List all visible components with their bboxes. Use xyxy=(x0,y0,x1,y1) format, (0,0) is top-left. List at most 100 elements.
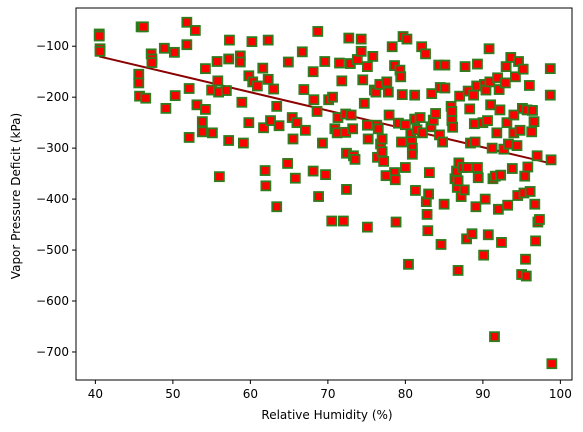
data-point xyxy=(308,94,320,106)
data-point xyxy=(447,121,459,133)
data-point xyxy=(482,115,493,127)
data-point xyxy=(510,71,521,83)
data-point xyxy=(189,25,201,36)
data-point xyxy=(298,84,310,95)
data-point xyxy=(223,135,235,146)
data-point xyxy=(482,229,494,241)
data-point xyxy=(251,80,263,92)
data-point xyxy=(439,82,451,94)
data-point xyxy=(336,75,348,87)
data-point xyxy=(423,167,435,178)
data-point xyxy=(519,170,531,182)
data-point xyxy=(386,41,398,53)
data-point xyxy=(223,53,235,65)
data-point xyxy=(491,127,503,139)
data-point xyxy=(236,96,248,108)
data-point xyxy=(312,26,324,37)
data-point xyxy=(347,123,359,135)
data-point xyxy=(396,89,408,101)
data-point xyxy=(409,89,421,101)
data-point xyxy=(181,39,193,51)
data-point xyxy=(259,165,271,176)
data-point xyxy=(181,16,193,28)
data-point xyxy=(528,116,540,128)
data-point xyxy=(355,33,367,45)
data-point xyxy=(183,83,195,94)
data-point xyxy=(257,62,269,74)
data-point xyxy=(406,148,418,160)
data-point xyxy=(289,172,301,184)
data-point xyxy=(282,56,294,68)
data-point xyxy=(435,239,447,250)
data-point xyxy=(320,169,331,181)
data-point xyxy=(469,136,481,148)
axes: 40 50 60 70 80 90 100 −100 −200 −300 −400 −500 −600 −… xyxy=(36,7,573,401)
data-point xyxy=(307,165,319,177)
data-point xyxy=(495,169,507,181)
data-point xyxy=(234,56,246,68)
data-point xyxy=(500,61,512,73)
data-point xyxy=(472,172,484,184)
data-point xyxy=(378,155,390,167)
data-point xyxy=(169,90,181,102)
data-point xyxy=(496,237,507,248)
data-point xyxy=(326,215,338,227)
data-point xyxy=(361,221,373,233)
data-point xyxy=(438,198,450,210)
data-point xyxy=(492,203,504,215)
y-tick-label: −600 xyxy=(36,294,69,308)
data-point xyxy=(200,63,211,75)
data-point xyxy=(307,66,319,78)
data-point xyxy=(399,162,411,173)
data-point xyxy=(523,80,535,91)
data-point xyxy=(246,36,258,48)
data-point xyxy=(526,126,538,138)
data-point xyxy=(522,161,534,173)
data-point xyxy=(470,201,482,213)
data-point xyxy=(271,201,283,213)
data-point xyxy=(499,77,511,89)
data-point xyxy=(472,58,483,70)
data-point xyxy=(287,133,299,145)
data-point xyxy=(459,61,471,73)
data-point xyxy=(372,123,384,135)
data-point xyxy=(273,120,285,132)
data-point xyxy=(341,184,352,195)
data-point xyxy=(343,32,355,44)
data-point xyxy=(423,188,435,200)
data-point xyxy=(319,56,331,67)
data-point xyxy=(530,235,541,247)
data-point xyxy=(211,56,223,67)
y-tick-label: −500 xyxy=(36,243,69,257)
data-point xyxy=(517,63,529,75)
data-point xyxy=(478,249,490,261)
data-point xyxy=(361,119,373,131)
data-point xyxy=(420,48,431,60)
y-tick-label: −400 xyxy=(36,192,69,206)
y-axis-label: Vapor Pressure Deficit (kPa) xyxy=(9,113,23,279)
data-point xyxy=(396,136,407,148)
data-point xyxy=(196,116,208,128)
data-point xyxy=(403,258,414,270)
data-point xyxy=(345,109,357,121)
y-tick-label: −700 xyxy=(36,345,69,359)
data-point xyxy=(426,88,438,100)
data-point xyxy=(262,73,274,85)
data-point xyxy=(544,63,556,75)
data-point xyxy=(422,225,434,237)
data-point xyxy=(466,228,478,240)
x-axis-label: Relative Humidity (%) xyxy=(261,408,392,422)
data-point xyxy=(511,140,523,151)
data-point xyxy=(545,154,557,166)
data-point xyxy=(282,158,293,169)
data-point xyxy=(361,61,373,73)
data-point xyxy=(220,85,232,96)
data-point xyxy=(138,21,149,33)
data-point xyxy=(389,174,401,186)
data-point xyxy=(237,137,249,149)
data-point xyxy=(299,124,311,136)
data-point xyxy=(437,136,448,148)
data-point xyxy=(382,86,394,98)
data-point xyxy=(334,57,345,69)
